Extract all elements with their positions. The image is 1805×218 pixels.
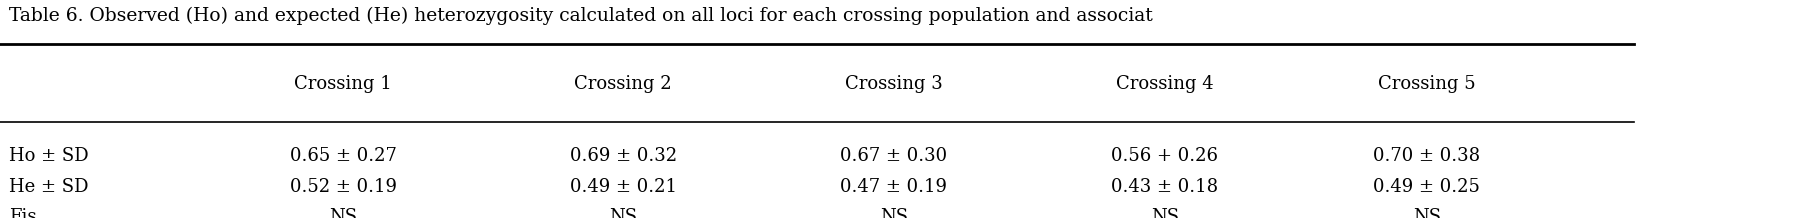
Text: NS: NS bbox=[608, 208, 637, 218]
Text: 0.67 ± 0.30: 0.67 ± 0.30 bbox=[839, 147, 948, 165]
Text: Fis: Fis bbox=[9, 208, 36, 218]
Text: 0.65 ± 0.27: 0.65 ± 0.27 bbox=[289, 147, 397, 165]
Text: 0.69 ± 0.32: 0.69 ± 0.32 bbox=[569, 147, 677, 165]
Text: NS: NS bbox=[1412, 208, 1440, 218]
Text: Crossing 5: Crossing 5 bbox=[1377, 75, 1475, 93]
Text: NS: NS bbox=[329, 208, 357, 218]
Text: 0.49 ± 0.21: 0.49 ± 0.21 bbox=[569, 179, 677, 196]
Text: He ± SD: He ± SD bbox=[9, 179, 88, 196]
Text: Crossing 4: Crossing 4 bbox=[1115, 75, 1213, 93]
Text: 0.52 ± 0.19: 0.52 ± 0.19 bbox=[289, 179, 397, 196]
Text: Crossing 3: Crossing 3 bbox=[845, 75, 942, 93]
Text: Crossing 1: Crossing 1 bbox=[294, 75, 392, 93]
Text: Ho ± SD: Ho ± SD bbox=[9, 147, 88, 165]
Text: Crossing 2: Crossing 2 bbox=[574, 75, 671, 93]
Text: NS: NS bbox=[879, 208, 908, 218]
Text: NS: NS bbox=[1150, 208, 1179, 218]
Text: 0.56 + 0.26: 0.56 + 0.26 bbox=[1110, 147, 1218, 165]
Text: Table 6. Observed (Ho) and expected (He) heterozygosity calculated on all loci f: Table 6. Observed (Ho) and expected (He)… bbox=[9, 7, 1152, 25]
Text: 0.47 ± 0.19: 0.47 ± 0.19 bbox=[839, 179, 948, 196]
Text: 0.49 ± 0.25: 0.49 ± 0.25 bbox=[1372, 179, 1480, 196]
Text: 0.70 ± 0.38: 0.70 ± 0.38 bbox=[1372, 147, 1480, 165]
Text: 0.43 ± 0.18: 0.43 ± 0.18 bbox=[1110, 179, 1218, 196]
